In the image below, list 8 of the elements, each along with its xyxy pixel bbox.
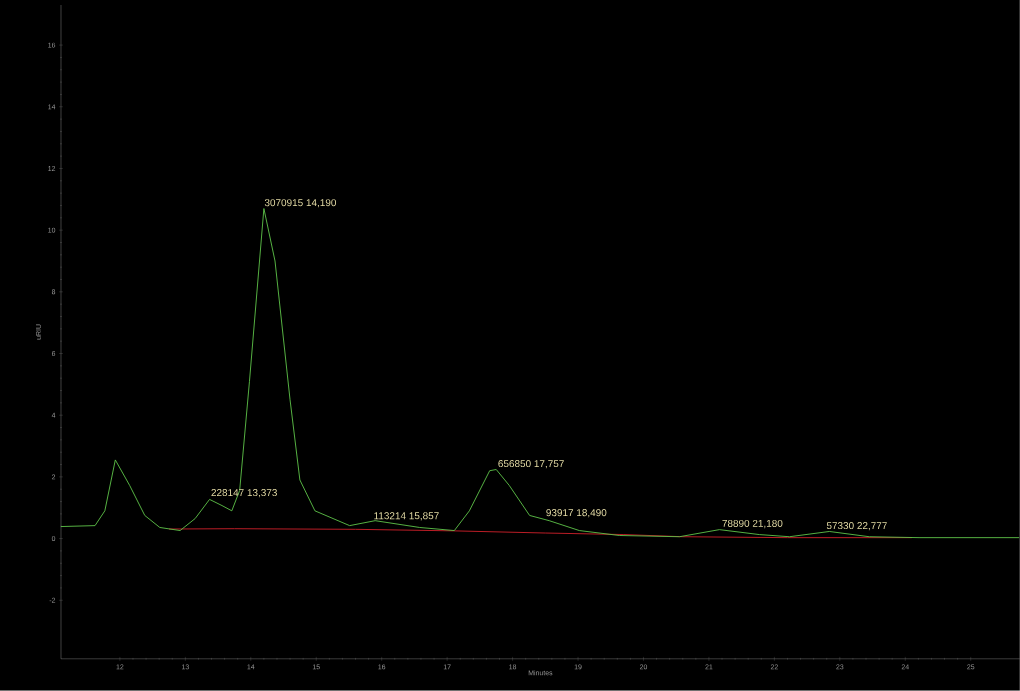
annotation: 78890 21,180 (722, 519, 783, 529)
line-series (60, 208, 1020, 539)
annotation: 656850 17,757 (498, 460, 564, 469)
annotation: 228147 13,373 (211, 489, 277, 498)
annotation: 93917 18,490 (546, 509, 607, 518)
annotation: 113214 15,857 (374, 512, 439, 521)
annotation: 3070915 14,190 (264, 199, 337, 208)
annotation: 57330 22,777 (826, 522, 887, 531)
